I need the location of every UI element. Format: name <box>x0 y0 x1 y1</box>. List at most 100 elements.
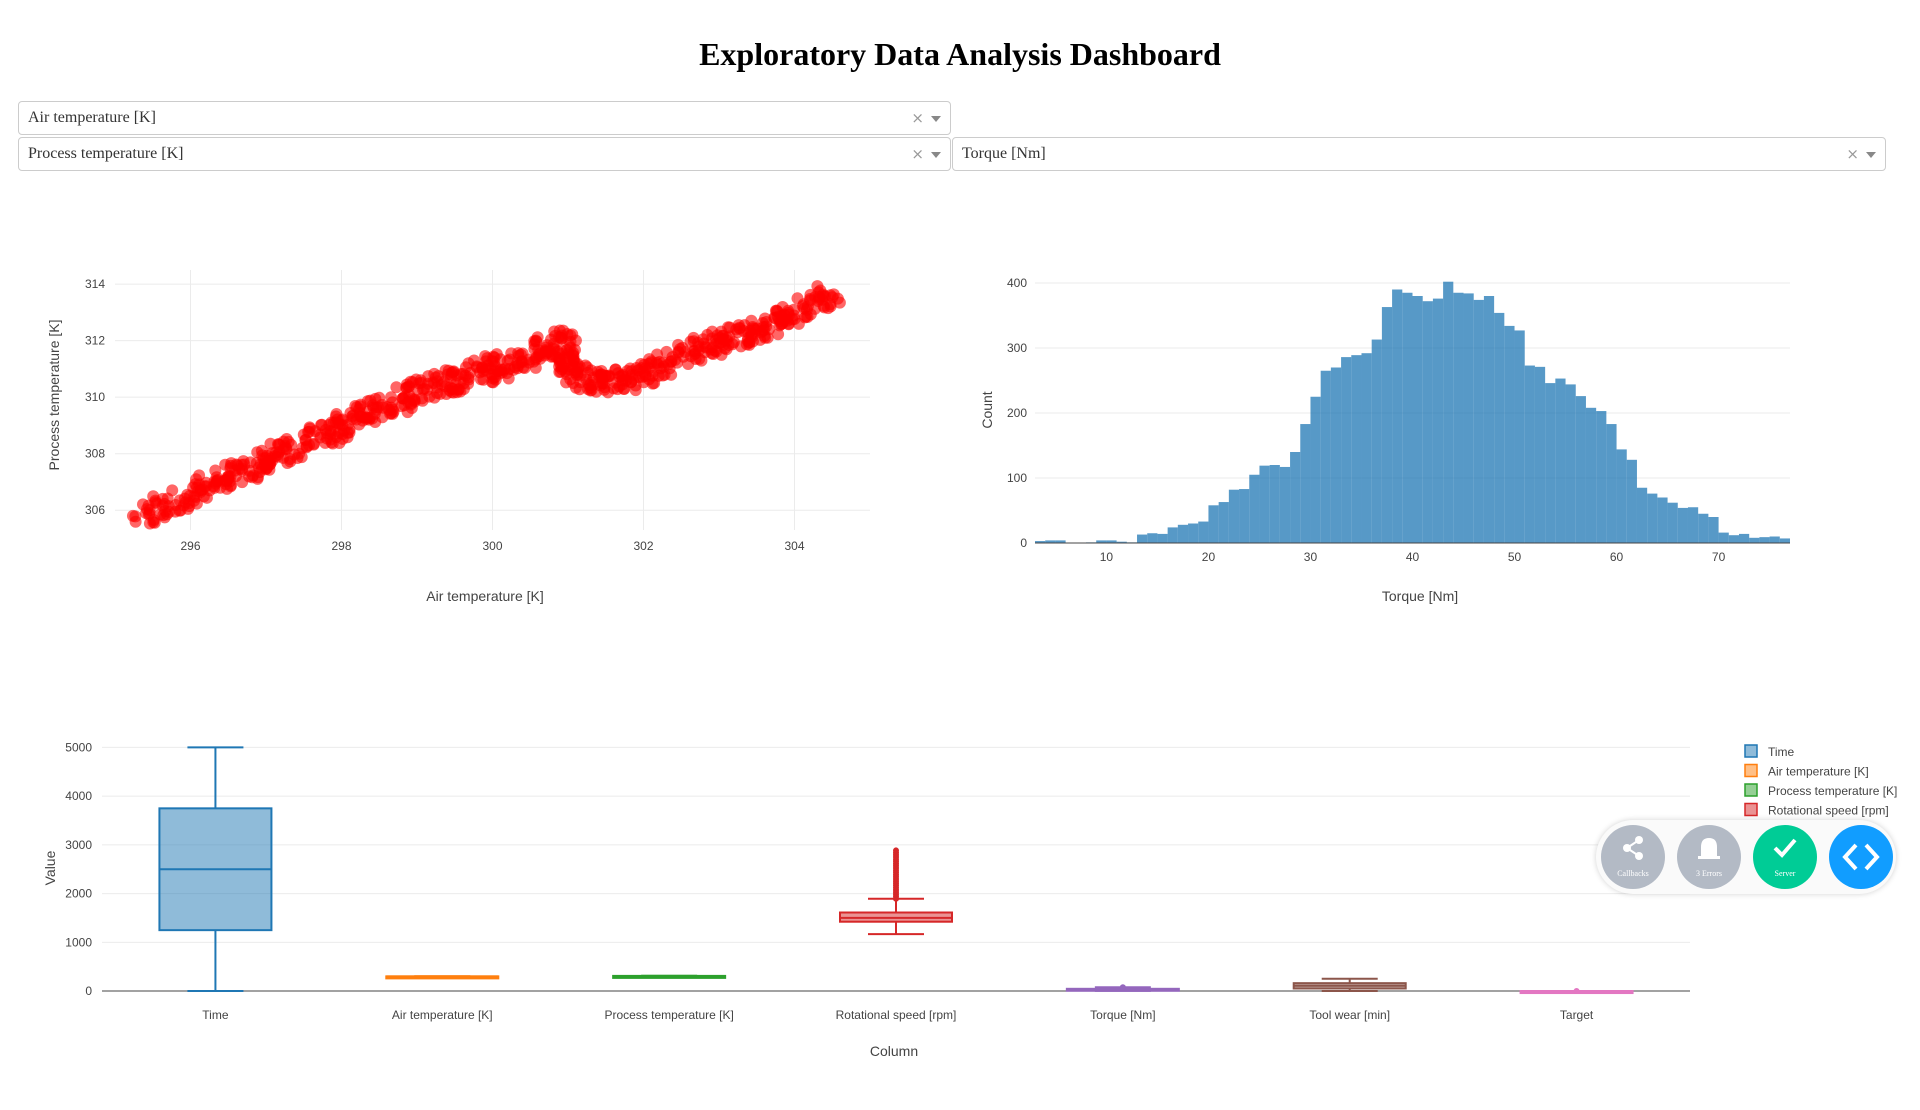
x-axis-dropdown-value: Air temperature [K] <box>28 109 156 126</box>
scatter-point <box>414 374 427 387</box>
scatter-point <box>341 431 354 444</box>
y-axis-dropdown[interactable]: Process temperature [K] × <box>18 137 951 171</box>
scatter-point <box>269 446 282 459</box>
clear-icon[interactable]: × <box>1846 145 1859 163</box>
histogram-bar <box>1198 521 1209 543</box>
box-chart[interactable]: Time Air temperature [K] Process temperatu… <box>10 720 1910 1090</box>
histogram-dropdown-value: Torque [Nm] <box>962 145 1046 162</box>
histogram-bar <box>1035 541 1046 543</box>
histogram-dropdown[interactable]: Torque [Nm] × <box>952 137 1886 171</box>
histogram-bar <box>1585 407 1597 543</box>
scatter-point <box>561 328 574 341</box>
histogram-bar <box>1055 540 1066 543</box>
histogram-bar <box>1381 307 1393 543</box>
legend-swatch <box>1744 783 1758 797</box>
scatter-x-tick-label: 302 <box>633 539 653 553</box>
code-toggle-button[interactable] <box>1829 825 1893 889</box>
histogram-bar <box>1718 532 1729 543</box>
check-icon <box>1773 838 1797 858</box>
scatter-point <box>800 303 813 316</box>
chevron-down-icon[interactable] <box>931 152 941 158</box>
callbacks-button[interactable]: Callbacks <box>1601 825 1665 889</box>
box-y-tick-label: 4000 <box>65 789 92 803</box>
scatter-point <box>687 345 700 358</box>
histogram-bar <box>1626 459 1637 543</box>
histogram-bar <box>1636 487 1648 543</box>
histogram-bar <box>1218 502 1229 543</box>
histogram-bar <box>1239 489 1250 543</box>
histogram-y-tick-label: 100 <box>1007 471 1027 485</box>
histogram-bar <box>1779 538 1790 543</box>
scatter-point <box>190 497 203 510</box>
box-y-tick-label: 3000 <box>65 838 92 852</box>
histogram-y-tick-label: 200 <box>1007 406 1027 420</box>
box-outlier <box>893 847 899 854</box>
box-y-tick-label: 2000 <box>65 887 92 901</box>
histogram-bar <box>1657 497 1668 543</box>
scatter-point <box>341 418 354 431</box>
scatter-point <box>697 333 710 346</box>
histogram-bar <box>1647 493 1658 543</box>
histogram-bar <box>1545 383 1556 543</box>
histogram-bar <box>1208 505 1219 543</box>
scatter-point <box>489 373 502 386</box>
share-icon <box>1623 836 1643 860</box>
scatter-point <box>723 330 736 343</box>
scatter-point <box>831 292 844 305</box>
scatter-point <box>486 355 499 368</box>
scatter-point <box>263 463 276 476</box>
scatter-point <box>143 504 156 517</box>
box-outlier <box>1573 988 1580 995</box>
scatter-point <box>356 411 369 424</box>
legend-label: Air temperature [K] <box>1768 765 1869 779</box>
scatter-point <box>169 505 182 518</box>
histogram-x-tick-label: 30 <box>1304 550 1318 564</box>
chevron-down-icon[interactable] <box>1866 152 1876 158</box>
scatter-point <box>390 381 403 394</box>
histogram-bar <box>1534 366 1546 543</box>
legend-label: Rotational speed [rpm] <box>1768 804 1889 818</box>
scatter-point <box>541 339 554 352</box>
box-x-tick-label: Air temperature [K] <box>392 1008 493 1022</box>
histogram-bar <box>1596 411 1607 543</box>
scatter-point <box>224 480 237 493</box>
scatter-point <box>281 456 294 469</box>
page-title: Exploratory Data Analysis Dashboard <box>699 36 1221 72</box>
histogram-bar <box>1412 296 1423 543</box>
scatter-point <box>243 464 256 477</box>
chevron-down-icon[interactable] <box>931 116 941 122</box>
scatter-point <box>530 351 543 364</box>
legend-swatch <box>1744 763 1758 778</box>
box-x-tick-label: Process temperature [K] <box>604 1008 733 1022</box>
scatter-chart[interactable]: 296 298 300 302 304 306 308 310 312 314 Air temp… <box>30 230 930 630</box>
histogram-bar <box>1300 424 1311 543</box>
scatter-point <box>366 399 379 412</box>
scatter-point <box>684 335 697 348</box>
clear-icon[interactable]: × <box>911 145 924 163</box>
scatter-point <box>567 350 580 363</box>
clear-icon[interactable]: × <box>911 109 924 127</box>
histogram-bar <box>1708 517 1719 543</box>
errors-button[interactable]: 3 Errors <box>1677 825 1741 889</box>
scatter-point <box>349 400 362 413</box>
server-button[interactable]: Server <box>1753 825 1817 889</box>
scatter-point <box>511 356 524 369</box>
scatter-y-tick-label: 312 <box>85 334 105 348</box>
histogram-bar <box>1524 365 1535 543</box>
legend-label: Time <box>1768 745 1795 759</box>
scatter-point <box>813 291 826 304</box>
histogram-bar <box>1749 537 1760 543</box>
scatter-point <box>771 305 784 318</box>
histogram-bar <box>1463 293 1474 543</box>
scatter-x-tick-label: 296 <box>180 539 200 553</box>
histogram-chart[interactable]: 10 20 30 40 50 60 70 0 100 200 300 400 Torque [Nm]… <box>960 230 1860 630</box>
legend-swatch <box>1744 744 1758 758</box>
scatter-point <box>449 377 462 390</box>
histogram-bar <box>1351 355 1362 543</box>
histogram-bar <box>1361 353 1372 543</box>
bell-icon <box>1698 838 1720 859</box>
scatter-point <box>618 382 631 395</box>
scatter-point <box>423 390 436 403</box>
x-axis-dropdown[interactable]: Air temperature [K] × <box>18 101 951 135</box>
server-label: Server <box>1774 869 1796 878</box>
